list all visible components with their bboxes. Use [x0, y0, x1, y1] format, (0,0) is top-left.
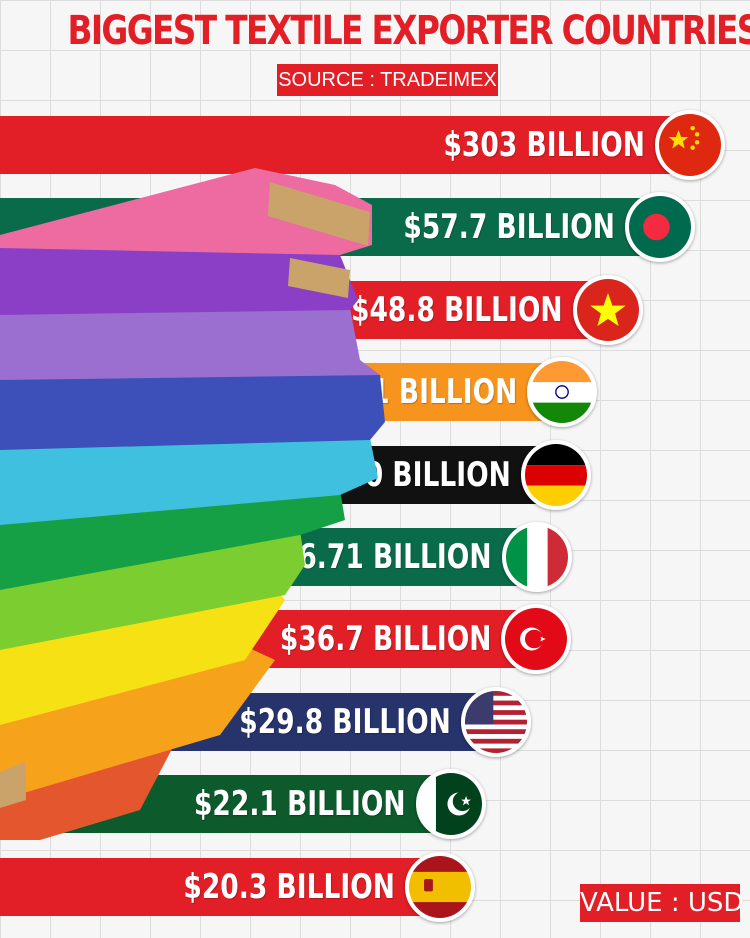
usa-flag-icon — [460, 686, 531, 757]
bar-value-label: $48.8 BILLION — [351, 289, 563, 330]
bar-value-label: $20.3 BILLION — [183, 866, 395, 907]
china-flag-icon — [655, 110, 725, 180]
fabric-stack-image — [0, 168, 385, 840]
source-badge: SOURCE : TRADEIMEX — [277, 64, 498, 96]
india-flag-icon — [527, 357, 598, 428]
chart-title: BIGGEST TEXTILE EXPORTER COUNTRIES — [67, 8, 750, 54]
bar — [0, 116, 700, 174]
vietnam-flag-icon — [572, 274, 643, 345]
bar-value-label: $57.7 BILLION — [403, 207, 615, 248]
bar-value-label: $22.1 BILLION — [193, 784, 406, 825]
germany-flag-icon — [520, 439, 591, 510]
spain-flag-icon — [405, 851, 475, 922]
bar-value-label: $303 BILLION — [443, 125, 645, 165]
unit-badge: VALUE : USD — [580, 884, 743, 922]
pakistan-flag-icon — [415, 769, 486, 840]
bar-value-label: $36.7 BILLION — [279, 619, 492, 660]
bar-value-label: $29.8 BILLION — [239, 701, 451, 742]
turkey-flag-icon — [501, 604, 572, 675]
italy-flag-icon — [501, 522, 572, 592]
bangladesh-flag-icon — [625, 192, 695, 263]
bar — [0, 857, 450, 916]
